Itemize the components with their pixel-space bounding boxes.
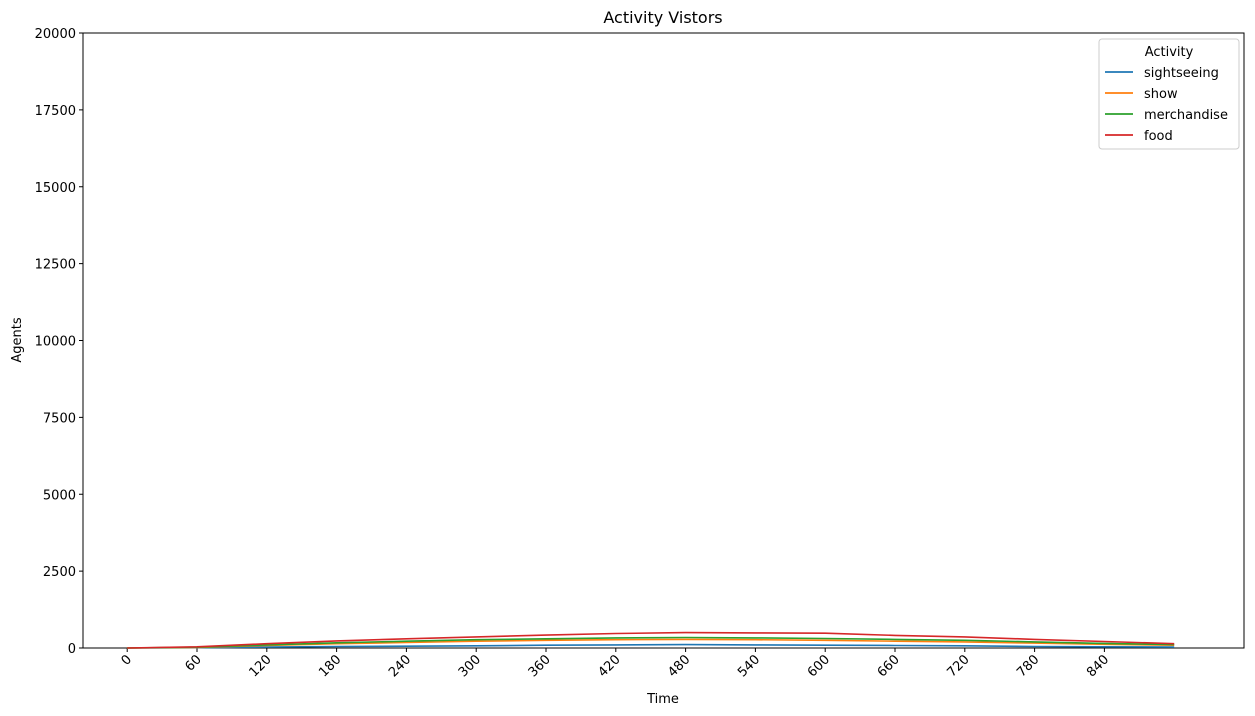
y-tick-label: 5000 (43, 488, 76, 503)
series-lines (127, 631, 1175, 649)
legend-entry-merchandise: merchandise (1144, 108, 1228, 123)
x-tick-label: 0 (119, 652, 135, 668)
series-line-sightseeing (127, 643, 1175, 649)
x-tick-label: 600 (805, 652, 833, 680)
x-tick-label: 60 (183, 652, 205, 674)
y-axis-label: Agents (10, 317, 25, 362)
series-line-merchandise (127, 636, 1175, 649)
plot-frame (82, 32, 1245, 649)
y-tick-label: 2500 (43, 565, 76, 580)
legend-entry-show: show (1144, 87, 1178, 102)
x-tick-label: 120 (246, 652, 274, 680)
x-tick-label: 660 (875, 652, 903, 680)
x-tick-label: 720 (944, 652, 972, 680)
legend-entry-sightseeing: sightseeing (1144, 66, 1219, 81)
chart-title: Activity Vistors (603, 8, 722, 27)
x-axis-label: Time (646, 692, 679, 707)
x-tick-label: 480 (665, 652, 693, 680)
y-tick-label: 0 (68, 642, 76, 657)
x-tick-label: 240 (386, 652, 414, 680)
legend-box (1098, 38, 1240, 150)
y-tick-label: 17500 (35, 104, 76, 119)
plot-area (82, 32, 1245, 649)
x-tick-label: 300 (456, 652, 484, 680)
x-tick-label: 420 (595, 652, 623, 680)
y-tick-label: 12500 (35, 258, 76, 273)
y-tick-label: 15000 (35, 181, 76, 196)
x-axis: 0 60 120 180 240 300 360 420 480 540 600 660 720 780 8… (119, 648, 1112, 680)
series-line-food (127, 631, 1175, 649)
y-axis: 0 2500 5000 7500 10000 12500 15000 17500 20000 (35, 27, 83, 657)
legend-title: Activity (1145, 45, 1194, 60)
x-tick-label: 780 (1014, 652, 1042, 680)
x-tick-label: 840 (1084, 652, 1112, 680)
x-tick-label: 180 (316, 652, 344, 680)
y-tick-label: 7500 (43, 411, 76, 426)
x-tick-label: 360 (526, 652, 554, 680)
y-tick-label: 20000 (35, 27, 76, 42)
legend: Activity sightseeing show merchandise food (1098, 38, 1240, 150)
legend-entry-food: food (1144, 129, 1173, 144)
x-tick-label: 540 (735, 652, 763, 680)
y-tick-label: 10000 (35, 335, 76, 350)
